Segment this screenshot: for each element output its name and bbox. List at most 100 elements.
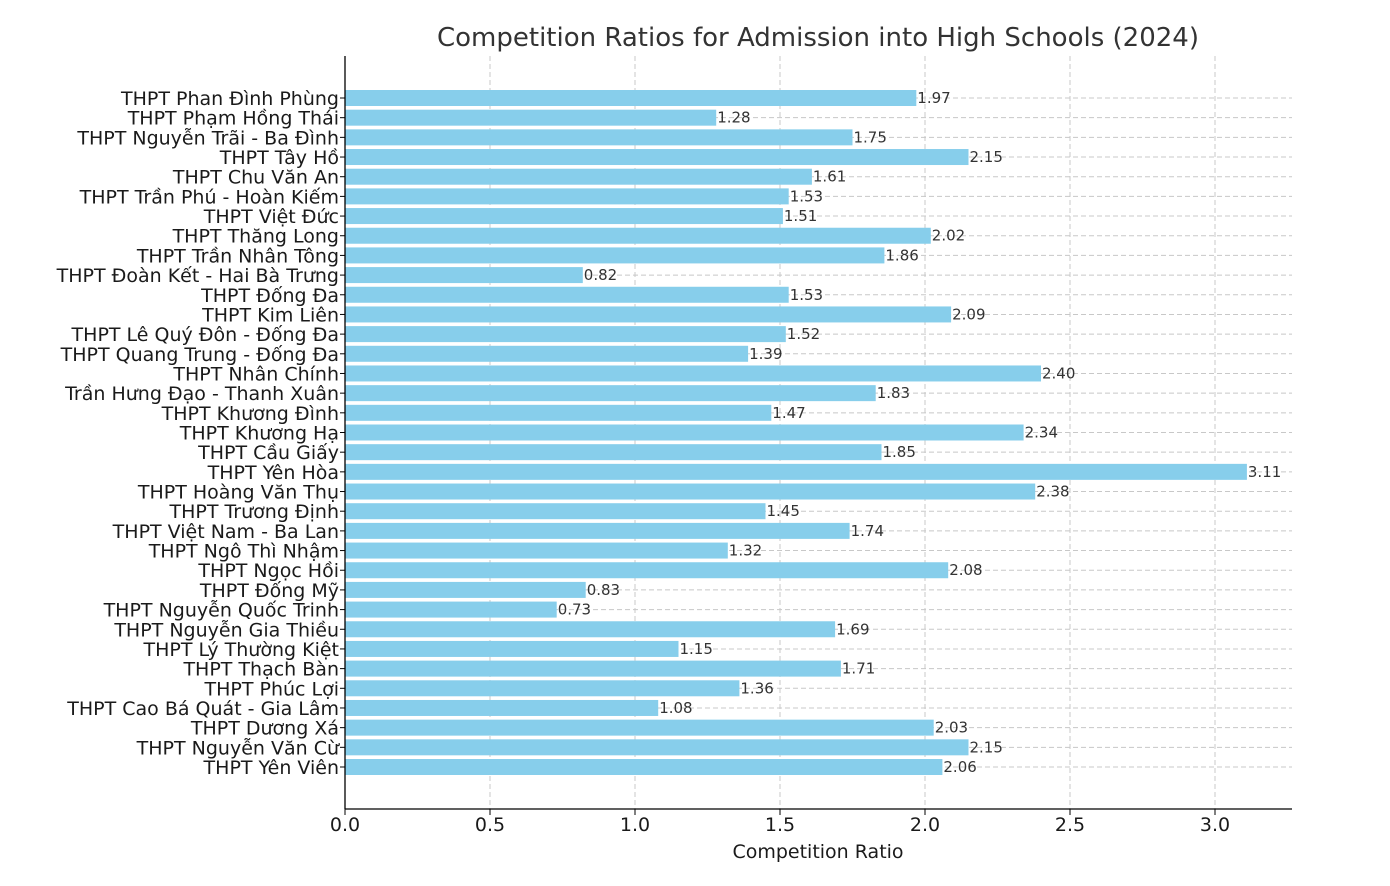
value-label: 3.11: [1248, 463, 1281, 481]
category-label: THPT Trần Nhân Tông: [136, 245, 339, 267]
bar: [345, 463, 1247, 480]
category-label: THPT Thạch Bàn: [182, 659, 339, 681]
category-label: THPT Phan Đình Phùng: [120, 88, 339, 110]
category-label: THPT Lý Thường Kiệt: [143, 639, 339, 661]
value-label: 1.52: [787, 325, 820, 343]
value-labels: 1.971.281.752.151.611.531.512.021.860.82…: [558, 89, 1282, 776]
x-axis-label: Competition Ratio: [732, 841, 903, 863]
x-tick-label: 2.5: [1055, 814, 1085, 836]
bar: [345, 739, 969, 756]
bar: [345, 227, 931, 244]
bar: [345, 208, 783, 225]
value-label: 1.97: [917, 89, 950, 107]
value-label: 2.15: [970, 738, 1003, 756]
category-label: THPT Cao Bá Quát - Gia Lâm: [66, 698, 339, 720]
value-label: 1.86: [885, 246, 918, 264]
category-label: THPT Hoàng Văn Thụ: [137, 482, 339, 504]
bar: [345, 109, 717, 126]
category-label: THPT Kim Liên: [201, 304, 339, 326]
category-label: THPT Việt Nam - Ba Lan: [112, 521, 339, 543]
category-label: THPT Quang Trung - Đống Đa: [60, 344, 339, 366]
bar: [345, 188, 789, 205]
value-label: 1.28: [717, 109, 750, 127]
bar: [345, 345, 749, 362]
value-label: 1.15: [680, 640, 713, 658]
value-label: 1.45: [767, 502, 800, 520]
bar: [345, 699, 659, 716]
value-label: 2.38: [1036, 483, 1069, 501]
bar: [345, 385, 876, 402]
category-label: THPT Yên Viên: [203, 757, 339, 779]
category-label: THPT Ngọc Hồi: [197, 560, 339, 582]
value-label: 1.74: [851, 522, 884, 540]
bar: [345, 365, 1041, 382]
bars: [345, 90, 1247, 775]
x-tick-label: 1.0: [620, 814, 650, 836]
bar: [345, 562, 949, 579]
category-label: THPT Việt Đức: [203, 206, 339, 228]
value-label: 1.39: [749, 345, 782, 363]
chart-title: Competition Ratios for Admission into Hi…: [437, 23, 1199, 53]
category-label: THPT Đoàn Kết - Hai Bà Trưng: [56, 265, 339, 287]
bar: [345, 326, 786, 343]
bar: [345, 759, 943, 775]
value-label: 2.06: [943, 758, 976, 776]
bar: [345, 522, 850, 539]
bar: [345, 90, 917, 106]
value-label: 2.15: [970, 148, 1003, 166]
category-label: THPT Nhân Chính: [172, 363, 339, 385]
value-label: 1.32: [729, 542, 762, 560]
bar: [345, 660, 841, 677]
category-label: THPT Đống Đa: [200, 285, 339, 307]
category-label: THPT Khương Đình: [161, 403, 339, 425]
bar: [345, 247, 885, 264]
category-label: THPT Trương Định: [168, 501, 339, 523]
value-label: 1.61: [813, 168, 846, 186]
value-label: 0.73: [558, 601, 591, 619]
bar: [345, 424, 1024, 441]
category-label: THPT Phạm Hồng Thái: [127, 108, 339, 130]
category-label: THPT Nguyễn Quốc Trinh: [103, 599, 339, 622]
category-label: THPT Tây Hồ: [219, 147, 339, 169]
bar: [345, 680, 740, 697]
value-label: 1.47: [772, 404, 805, 422]
value-label: 2.08: [949, 561, 982, 579]
bar: [345, 542, 728, 559]
value-label: 1.36: [740, 679, 773, 697]
value-label: 2.03: [935, 719, 968, 737]
category-label: THPT Nguyễn Trãi - Ba Đình: [76, 126, 339, 149]
value-label: 1.53: [790, 187, 823, 205]
value-label: 2.09: [952, 305, 985, 323]
bar: [345, 267, 583, 284]
category-label: THPT Nguyễn Gia Thiều: [113, 618, 339, 641]
category-label: THPT Thăng Long: [172, 226, 339, 248]
bar: [345, 503, 766, 520]
bar: [345, 601, 557, 618]
x-tick-label: 0.5: [475, 814, 505, 836]
category-label: Trần Hưng Đạo - Thanh Xuân: [64, 383, 339, 405]
category-label: THPT Ngô Thì Nhậm: [148, 541, 339, 563]
value-label: 1.85: [883, 443, 916, 461]
value-label: 2.34: [1025, 424, 1058, 442]
value-label: 1.71: [842, 660, 875, 678]
bar: [345, 168, 812, 185]
bar: [345, 129, 853, 146]
value-label: 1.51: [784, 207, 817, 225]
bar: [345, 306, 952, 323]
x-tick-label: 3.0: [1200, 814, 1230, 836]
bar: [345, 444, 882, 461]
value-label: 2.02: [932, 227, 965, 245]
bar: [345, 640, 679, 657]
category-label: THPT Yên Hòa: [207, 462, 339, 484]
value-label: 1.08: [659, 699, 692, 717]
value-label: 0.82: [584, 266, 617, 284]
value-label: 0.83: [587, 581, 620, 599]
bar: [345, 621, 836, 638]
value-label: 1.53: [790, 286, 823, 304]
bar: [345, 483, 1036, 500]
bar: [345, 286, 789, 303]
category-label: THPT Trần Phú - Hoàn Kiếm: [79, 186, 339, 208]
category-label: THPT Cầu Giấy: [197, 442, 339, 464]
